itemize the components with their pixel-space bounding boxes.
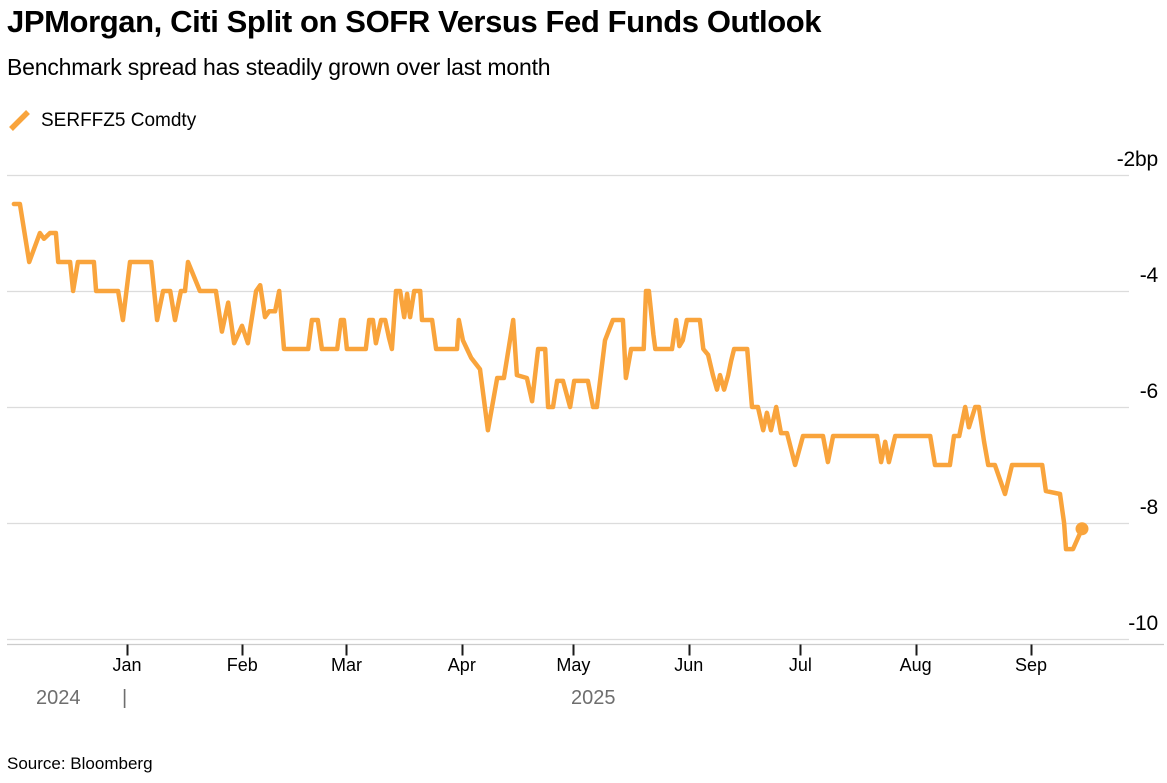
x-axis-year-2024: 2024 xyxy=(36,687,81,709)
y-axis-label: -4 xyxy=(1139,264,1158,287)
x-axis-year-2025: 2025 xyxy=(571,687,616,709)
page-title: JPMorgan, Citi Split on SOFR Versus Fed … xyxy=(7,4,822,39)
x-axis-label-aug: Aug xyxy=(899,655,932,675)
series-slash-icon xyxy=(9,110,30,131)
chart-subtitle: Benchmark spread has steadily grown over… xyxy=(7,54,551,80)
y-axis-label: -8 xyxy=(1139,496,1158,519)
x-axis-label-feb: Feb xyxy=(226,655,258,675)
x-axis-year-divider: | xyxy=(122,687,128,709)
source-attribution: Source: Bloomberg xyxy=(7,754,153,773)
series-line xyxy=(11,201,1085,552)
x-axis-label-jul: Jul xyxy=(788,655,812,675)
x-axis-label-apr: Apr xyxy=(447,655,476,675)
x-axis-label-mar: Mar xyxy=(330,655,362,675)
x-axis-label-may: May xyxy=(556,655,591,675)
x-axis-label-jun: Jun xyxy=(674,655,704,675)
x-axis-label-jan: Jan xyxy=(112,655,142,675)
y-axis-label: -10 xyxy=(1128,612,1158,635)
legend-series-label: SERFFZ5 Comdty xyxy=(41,109,197,131)
y-axis-label: -2bp xyxy=(1116,148,1158,171)
last-point-marker xyxy=(1075,522,1089,536)
y-axis-label: -6 xyxy=(1139,380,1158,403)
legend: SERFFZ5 Comdty xyxy=(7,106,196,134)
x-axis-label-sep: Sep xyxy=(1014,655,1048,675)
